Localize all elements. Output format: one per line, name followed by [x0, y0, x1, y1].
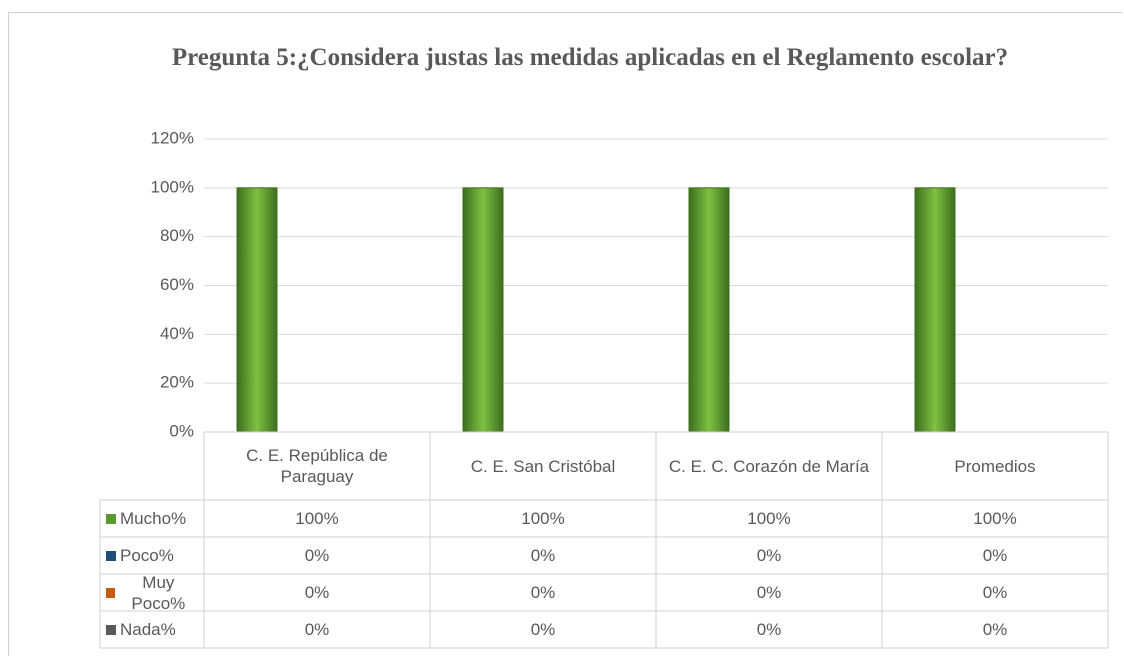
bar — [236, 187, 278, 433]
chart-title: Pregunta 5:¿Considera justas las medidas… — [171, 44, 1009, 71]
legend-key — [106, 587, 115, 598]
data-label: 100% — [521, 509, 565, 528]
data-label: 0% — [304, 583, 330, 602]
y-tick-label: 40% — [160, 324, 194, 343]
x-tick-label: C. E. República de Paraguay — [246, 446, 388, 486]
data-label: 0% — [530, 546, 556, 565]
bar — [462, 187, 504, 433]
data-label: 100% — [295, 509, 339, 528]
legend-entry: Mucho% — [100, 500, 204, 537]
bar — [914, 187, 956, 433]
y-tick-label: 60% — [160, 275, 194, 294]
legend-key — [106, 513, 116, 524]
legend-label: Poco% — [120, 546, 174, 565]
y-tick-label: 120% — [151, 128, 194, 147]
y-tick-label: 80% — [160, 226, 194, 245]
data-label: 0% — [982, 546, 1008, 565]
data-label: 100% — [747, 509, 791, 528]
data-label: 0% — [304, 546, 330, 565]
data-label: 0% — [982, 620, 1008, 639]
bar — [688, 187, 730, 433]
chart-frame — [8, 12, 1122, 656]
y-tick-label: 100% — [151, 177, 194, 196]
legend-label: Nada% — [120, 620, 176, 639]
data-label: 0% — [756, 620, 782, 639]
x-tick-label: C. E. San Cristóbal — [470, 456, 616, 476]
legend-label: Muy Poco% — [131, 572, 186, 613]
data-label: 0% — [756, 583, 782, 602]
x-tick-label: Promedios — [954, 456, 1036, 476]
legend-entry: Nada% — [100, 611, 204, 648]
data-label: 0% — [982, 583, 1008, 602]
x-tick-label: C. E. C. Corazón de María — [668, 456, 870, 476]
data-label: 0% — [530, 583, 556, 602]
legend-entry: Poco% — [100, 537, 204, 574]
data-label: 100% — [973, 509, 1017, 528]
y-tick-label: 20% — [160, 373, 194, 392]
data-label: 0% — [304, 620, 330, 639]
y-tick-label: 0% — [169, 421, 194, 440]
legend-entry: Muy Poco% — [100, 572, 204, 613]
legend-key — [106, 624, 116, 635]
legend-key — [106, 550, 116, 561]
legend-label: Mucho% — [120, 509, 187, 528]
data-label: 0% — [756, 546, 782, 565]
data-label: 0% — [530, 620, 556, 639]
